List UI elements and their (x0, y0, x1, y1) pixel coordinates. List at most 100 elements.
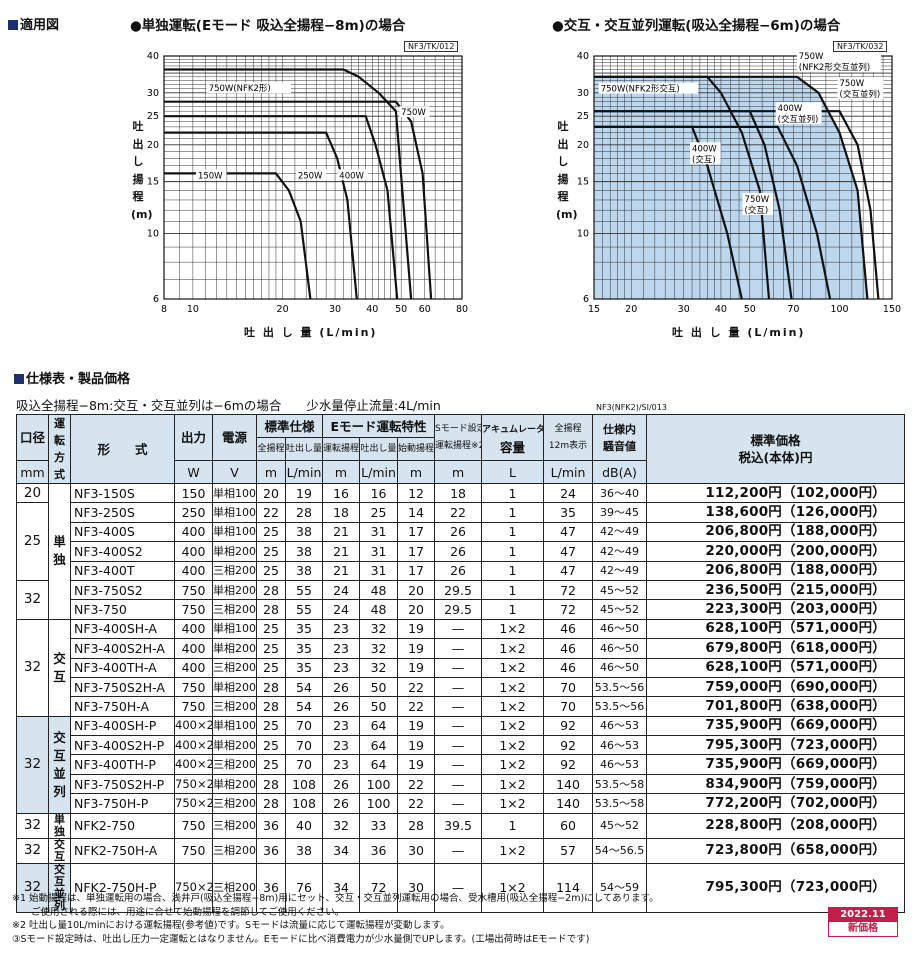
series-label-bg (742, 192, 774, 215)
header-row-2: 全揚程 吐出し量 運転揚程 吐出し量 始動揚程※1 (17, 437, 905, 461)
series-label: 400W (778, 104, 803, 114)
footnote-2: ※2 吐出し量10L/minにおける運転揚程(参考値)です。Sモードは流量に応じ… (12, 920, 450, 931)
cell-db: 53.5〜56 (592, 696, 648, 717)
plot-frame (593, 55, 893, 300)
cell-st: 30 (397, 837, 436, 864)
series-line (164, 172, 312, 300)
cell-ef: 25 (359, 502, 399, 523)
price-cell: 795,300円（723,000円） (646, 735, 905, 756)
x-tick-label: 10 (187, 304, 199, 315)
cell-v: 三相200 (212, 837, 257, 864)
cell-db: 46〜50 (592, 618, 648, 640)
cell-ac: 1×2 (481, 735, 545, 756)
table-row: 32 交互並列 NF3-400SH-P 400×2 単相100 25 70 23 64 19—1×… (16, 715, 905, 814)
cell-st: 19 (397, 657, 436, 678)
bore-cell: 25 (16, 502, 49, 581)
series-label: 250W (298, 171, 323, 181)
cell-t12: 72 (543, 599, 594, 620)
price-cell: 759,000円（690,000円） (646, 676, 905, 698)
cell-v: 単相200 (212, 541, 257, 562)
model-cell: NF3-400T (70, 560, 175, 581)
cell-sh: 28 (256, 579, 286, 601)
cell-t12: 70 (543, 696, 594, 717)
cell-ef: 48 (359, 579, 399, 601)
cell-sh: 28 (256, 676, 286, 698)
cell-db: 53.5〜58 (592, 773, 648, 795)
cell-eh: 32 (322, 812, 361, 839)
series-line (164, 68, 413, 300)
cell-ef: 31 (359, 541, 399, 562)
unit-m-4: m (434, 460, 483, 484)
cell-sh: 36 (256, 862, 286, 913)
header-total12: 全揚程 12m表示 (543, 414, 594, 461)
table-row: NF3-750S2H-P 750×2 単相200 28 108 26 100 22—1×2 14… (17, 773, 905, 795)
unit-m-1: m (256, 460, 286, 484)
cell-ac: 1×2 (481, 862, 545, 913)
mode-cell: 単独 (48, 483, 71, 620)
spec-table-body: 20 単独 NF3-150S 150 単相100 20 19 16 16 12 18 1 24 36〜40… (16, 482, 905, 913)
series-label-bg (295, 169, 327, 181)
cell-eh: 26 (322, 676, 361, 698)
cell-v: 三相200 (212, 696, 257, 717)
cell-sh: 20 (256, 482, 286, 504)
cell-t12: 92 (543, 754, 594, 775)
x-tick-label: 40 (366, 304, 378, 315)
series-label: (交互並列) (840, 89, 881, 100)
price-cell: 772,200円（702,000円） (646, 793, 905, 814)
cell-eh: 21 (322, 560, 361, 581)
cell-t12: 46 (543, 618, 594, 640)
cell-t12: 72 (543, 579, 594, 601)
badge-date: 2022.11 (829, 908, 897, 922)
x-tick-label: 100 (830, 304, 848, 315)
cell-sh: 28 (256, 793, 286, 814)
cell-v: 単相200 (212, 676, 257, 698)
cell-eh: 26 (322, 696, 361, 717)
cell-ef: 31 (359, 521, 399, 543)
cell-w: 750 (174, 812, 213, 839)
cell-ef: 100 (359, 773, 399, 795)
series-label-bg (775, 102, 822, 125)
section-title-applicable: 適用図 (8, 14, 59, 33)
cell-v: 単相100 (212, 521, 257, 543)
x-tick-label: 40 (715, 304, 727, 315)
cell-st: 20 (397, 599, 436, 620)
cell-sm: — (434, 618, 483, 640)
x-tick-label: 15 (588, 304, 600, 315)
cell-sf: 40 (284, 812, 324, 839)
cell-ef: 50 (359, 676, 399, 698)
cell-st: 20 (397, 579, 436, 601)
cell-t12: 140 (543, 793, 594, 814)
price-cell: 723,800円（658,000円） (646, 837, 905, 864)
cell-st: 17 (397, 521, 436, 543)
cell-st: 22 (397, 793, 436, 814)
plot-frame (163, 55, 463, 300)
unit-db: dB(A) (592, 460, 648, 484)
series-line (164, 131, 358, 300)
cell-db: 42〜49 (592, 521, 648, 543)
cell-t12: 47 (543, 521, 594, 543)
cell-sm: 26 (434, 541, 483, 562)
cell-eh: 26 (322, 773, 361, 795)
cell-w: 750×2 (174, 862, 213, 913)
table-row: 32 NF3-750S2 750 単相200 28 55 24 48 20 29.5 1 72 45〜5… (16, 579, 905, 620)
model-cell: NF3-400SH-A (70, 618, 175, 640)
table-row: 32 交互 NF3-400SH-A 400 単相100 25 35 23 32 19—1×2 46 4… (16, 618, 905, 717)
table-row: NF3-400S2H-A 400 単相200 25 35 23 32 19—1×2 46 46〜5… (17, 638, 905, 659)
cell-db: 45〜52 (592, 599, 648, 620)
right-chart-title: ●交互・交互並列運転(吸込全揚程−6m)の場合 (552, 18, 841, 34)
cell-sf: 19 (284, 482, 324, 504)
cell-t12: 92 (543, 735, 594, 756)
series-label-bg (399, 106, 430, 118)
cell-ac: 1×2 (481, 638, 545, 659)
x-tick-label: 70 (787, 304, 799, 315)
cell-eh: 16 (322, 482, 361, 504)
cell-eh: 34 (322, 862, 361, 913)
cell-w: 400 (174, 560, 213, 581)
spec-subtitle: 吸込全揚程−8m:交互・交互並列は−6mの場合 少水量停止流量:4L/min (16, 398, 441, 413)
unit-m-3: m (397, 460, 436, 484)
cell-t12: 92 (543, 715, 594, 737)
unit-mm: mm (16, 460, 49, 484)
price-cell: 236,500円（215,000円） (646, 579, 905, 601)
series-label-bg (337, 169, 368, 181)
series-line (594, 125, 832, 300)
